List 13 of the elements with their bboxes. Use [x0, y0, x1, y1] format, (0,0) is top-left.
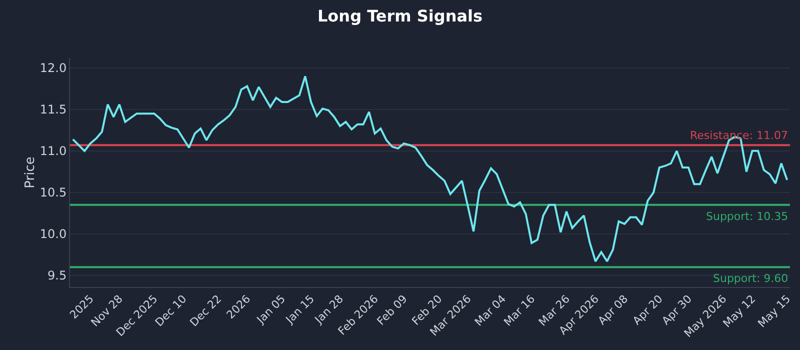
y-tick-label: 11.0: [40, 144, 67, 158]
y-axis-title: Price: [22, 156, 38, 188]
y-tick-label: 9.5: [48, 268, 67, 283]
y-tick-label: 12.0: [40, 61, 67, 76]
y-tick-label: 10.0: [40, 227, 67, 242]
line-series: [72, 75, 788, 262]
ref-line-label: Support: 9.60: [713, 272, 788, 285]
y-tick-label: 10.5: [40, 186, 67, 200]
chart-title: Long Term Signals: [317, 6, 483, 26]
ref-line-label: Resistance: 11.07: [690, 129, 788, 142]
x-tick-label: Dec 22: [187, 292, 224, 330]
ref-line-label: Support: 10.35: [706, 210, 788, 223]
y-tick-label: 11.5: [40, 102, 67, 117]
